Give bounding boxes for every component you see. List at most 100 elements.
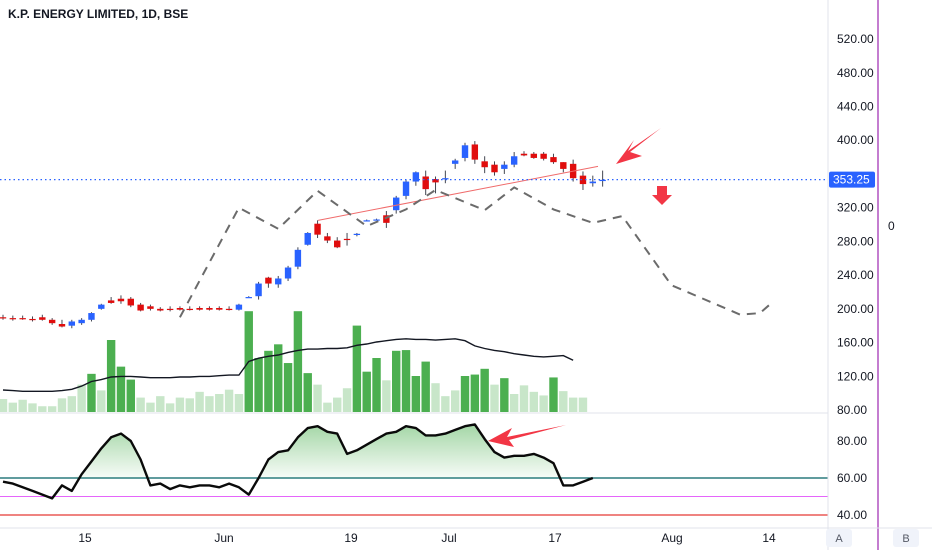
candle-body — [393, 197, 400, 211]
time-tick-label: 15 — [78, 531, 92, 545]
time-tick-label: 19 — [344, 531, 358, 545]
candle-body — [48, 319, 56, 324]
volume-bar — [539, 395, 548, 412]
volume-bar — [264, 350, 273, 412]
candle-body — [78, 319, 85, 324]
volume-bar — [126, 379, 135, 412]
volume-bar — [67, 396, 77, 412]
volume-bar — [47, 406, 57, 412]
volume-bar — [224, 389, 234, 412]
indicator-tick-label: 40.00 — [837, 508, 867, 522]
candle-body — [373, 219, 380, 221]
volume-bar — [450, 390, 460, 412]
candlestick-series — [0, 141, 606, 329]
candle-body — [39, 317, 46, 320]
time-tick-label: 14 — [762, 531, 776, 545]
candle-body — [206, 307, 213, 310]
candle-body — [432, 179, 439, 183]
candle-body — [343, 238, 351, 241]
volume-bar — [57, 398, 67, 412]
candle-body — [245, 297, 252, 299]
price-tick-label: 440.00 — [837, 100, 874, 114]
candle-body — [560, 162, 567, 169]
volume-bar — [18, 399, 27, 412]
candle-body — [176, 307, 184, 310]
volume-bar — [352, 325, 362, 412]
candle-body — [461, 145, 469, 158]
candle-body — [510, 156, 518, 165]
candle-body — [334, 240, 341, 248]
last-price-box — [829, 171, 875, 188]
volume-bar — [234, 394, 244, 412]
candle-body — [294, 249, 302, 267]
volume-bar — [38, 406, 47, 412]
candle-body — [540, 153, 547, 159]
candle-body — [324, 236, 331, 241]
side-panel-value: 0 — [888, 219, 895, 233]
candle-body — [402, 181, 410, 196]
candle-body — [599, 179, 606, 182]
drawing-overlays — [0, 128, 828, 447]
scale-button-a[interactable] — [826, 529, 852, 547]
volume-bar — [509, 394, 519, 412]
volume-bar — [146, 402, 155, 412]
arrow-annotation-down — [652, 186, 672, 205]
candle-body — [481, 161, 488, 168]
volume-bar — [549, 377, 558, 412]
volume-bar — [559, 391, 568, 412]
candle-body — [530, 153, 538, 158]
time-tick-label: Jul — [441, 531, 456, 545]
volume-bar — [175, 397, 185, 412]
volume-bar — [77, 384, 86, 412]
candle-body — [0, 317, 7, 319]
volume-bar — [362, 371, 371, 412]
candle-body — [451, 160, 459, 164]
volume-bar — [342, 388, 352, 412]
scale-button-b[interactable] — [893, 529, 919, 547]
candle-body — [275, 278, 282, 285]
volume-bar — [28, 403, 37, 412]
volume-bar — [165, 403, 175, 412]
volume-moving-average — [2, 338, 574, 392]
volume-bar — [578, 397, 588, 412]
volume-bar — [156, 396, 165, 412]
volume-bar — [106, 340, 116, 412]
price-tick-label: 160.00 — [837, 336, 874, 350]
candle-body — [137, 304, 144, 311]
volume-bar — [8, 402, 18, 412]
candle-body — [501, 164, 508, 169]
volume-bar — [116, 366, 126, 412]
volume-bar — [283, 363, 293, 412]
candle-body — [68, 321, 76, 326]
volume-bar — [195, 391, 204, 412]
volume-bar — [274, 344, 283, 412]
indicator-pane — [0, 423, 828, 516]
candle-body — [442, 178, 449, 180]
price-tick-label: 400.00 — [837, 133, 874, 147]
candle-body — [19, 318, 26, 320]
candle-body — [196, 307, 203, 310]
volume-bar — [480, 368, 489, 412]
candle-body — [9, 318, 17, 320]
volume-bar — [421, 361, 430, 412]
candle-body — [225, 308, 233, 311]
candle-body — [520, 153, 528, 156]
volume-bar — [382, 380, 391, 412]
candle-body — [550, 157, 557, 163]
candle-body — [284, 267, 292, 279]
candle-body — [579, 175, 587, 185]
price-tick-label: 320.00 — [837, 201, 874, 215]
price-tick-label: 280.00 — [837, 234, 874, 248]
price-tick-label: 200.00 — [837, 302, 874, 316]
indicator-tick-label: 60.00 — [837, 471, 867, 485]
time-tick-label: 17 — [548, 531, 562, 545]
candle-body — [147, 306, 154, 309]
candle-body — [157, 308, 164, 311]
volume-bar — [490, 384, 499, 412]
volume-bar — [323, 402, 332, 412]
candle-body — [412, 172, 420, 182]
volume-bar — [205, 396, 214, 412]
candle-body — [304, 232, 311, 245]
